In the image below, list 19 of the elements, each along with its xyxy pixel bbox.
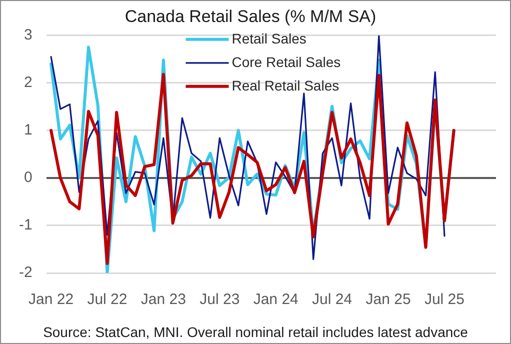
y-tick-label: -1 [18, 216, 32, 234]
y-tick-label: 1 [24, 122, 32, 139]
x-tick-label: Jan 25 [366, 291, 411, 308]
legend-label: Real Retail Sales [232, 77, 340, 94]
chart-title: Canada Retail Sales (% M/M SA) [124, 6, 376, 26]
x-tick-label: Jan 23 [140, 291, 186, 308]
x-tick-label: Jan 22 [28, 291, 74, 308]
x-tick-label: Jul 23 [200, 291, 240, 308]
source-note: Source: StatCan, MNI. Overall nominal retail includes latest advance [43, 324, 468, 340]
x-tick-label: Jul 25 [424, 291, 464, 308]
y-tick-label: 2 [24, 74, 32, 92]
legend-label: Core Retail Sales [232, 54, 341, 70]
y-tick-label: -2 [18, 264, 32, 282]
x-tick-label: Jul 22 [87, 291, 128, 308]
x-tick-label: Jul 24 [312, 291, 352, 308]
y-tick-label: 3 [24, 26, 32, 44]
y-tick-label: 0 [24, 169, 32, 186]
x-tick-label: Jan 24 [253, 291, 298, 308]
legend-label: Retail Sales [232, 30, 306, 46]
